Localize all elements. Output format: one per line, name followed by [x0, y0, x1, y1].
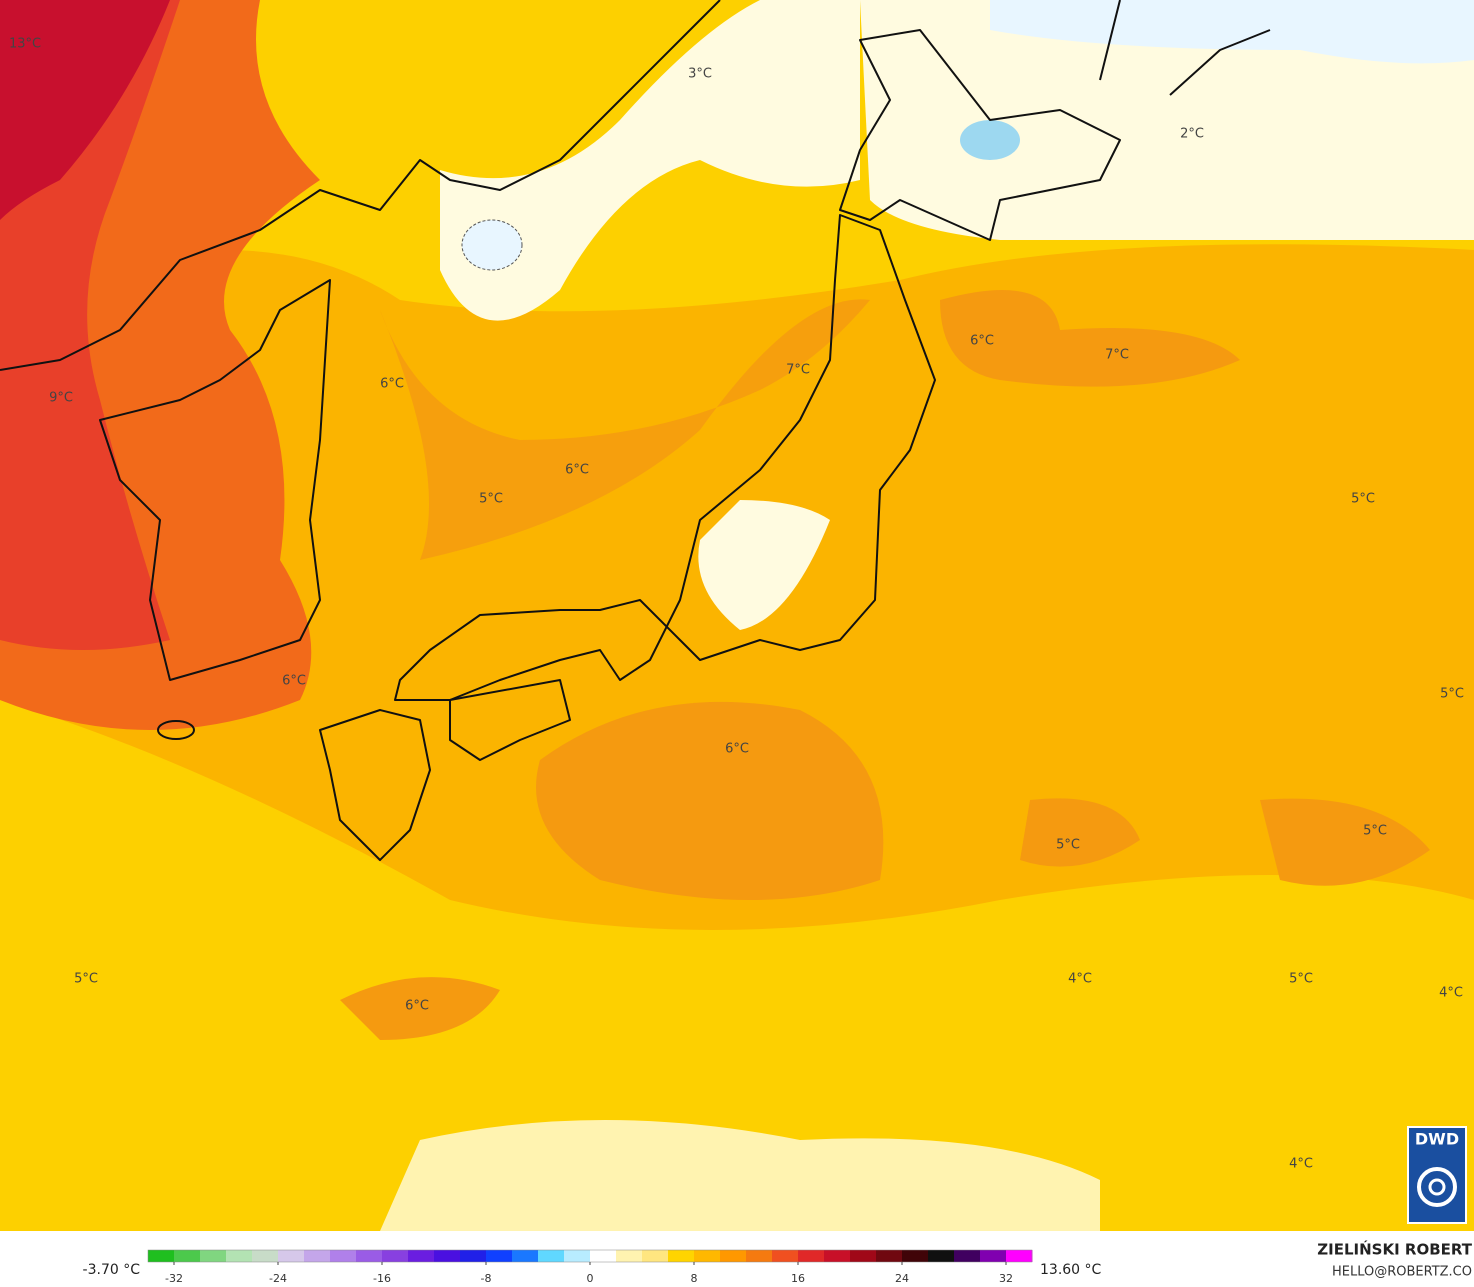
legend-min: -3.70 °C	[83, 1262, 141, 1278]
colorbar-swatch	[434, 1250, 461, 1262]
colorbar-swatch	[798, 1250, 825, 1262]
colorbar-swatch	[902, 1250, 929, 1262]
colorbar-swatch	[876, 1250, 903, 1262]
logo-text: DWD	[1415, 1130, 1459, 1149]
colorbar-tick-label: 8	[691, 1272, 698, 1285]
colorbar-swatch	[356, 1250, 383, 1262]
colorbar-swatch	[512, 1250, 539, 1262]
colorbar-swatch	[486, 1250, 513, 1262]
colorbar-tick-label: -8	[481, 1272, 492, 1285]
temp-label: 4°C	[1068, 972, 1092, 987]
colorbar-swatch	[590, 1250, 617, 1262]
colorbar-swatch	[850, 1250, 877, 1262]
temp-label: 4°C	[1289, 1157, 1313, 1172]
colorbar-swatch	[564, 1250, 591, 1262]
colorbar-swatch	[980, 1250, 1007, 1262]
temp-label: 7°C	[786, 363, 810, 378]
colorbar-swatch	[148, 1250, 175, 1262]
temp-label: 2°C	[1180, 127, 1204, 142]
colorbar-tick-label: 24	[895, 1272, 909, 1285]
temp-label: 5°C	[1289, 972, 1313, 987]
temp-label: 5°C	[1440, 687, 1464, 702]
temp-label: 6°C	[380, 377, 404, 392]
temp-label: 5°C	[1056, 838, 1080, 853]
colorbar-tick-label: -24	[269, 1272, 287, 1285]
colorbar-swatch	[694, 1250, 721, 1262]
temp-label: 6°C	[725, 742, 749, 757]
temp-label: 6°C	[405, 999, 429, 1014]
legend-max: 13.60 °C	[1040, 1262, 1102, 1278]
temp-label: 9°C	[49, 391, 73, 406]
colorbar-swatch	[174, 1250, 201, 1262]
temp-label: 13°C	[9, 37, 41, 52]
colorbar-tick-label: 0	[587, 1272, 594, 1285]
colorbar-swatch	[720, 1250, 747, 1262]
colorbar-swatch	[278, 1250, 305, 1262]
temp-label: 6°C	[565, 463, 589, 478]
temp-label: 5°C	[479, 492, 503, 507]
credit-author: ZIELIŃSKI ROBERT	[1317, 1240, 1472, 1259]
colorbar-swatch	[1006, 1250, 1033, 1262]
colorbar-swatch	[642, 1250, 669, 1262]
colorbar-swatch	[330, 1250, 357, 1262]
temp-label: 7°C	[1105, 348, 1129, 363]
colorbar-swatch	[772, 1250, 799, 1262]
colorbar-tick-label: -16	[373, 1272, 391, 1285]
temp-label: 5°C	[1351, 492, 1375, 507]
colorbar-swatch	[954, 1250, 981, 1262]
colorbar-tick-label: 32	[999, 1272, 1013, 1285]
colorbar-swatch	[928, 1250, 955, 1262]
colorbar-swatch	[408, 1250, 435, 1262]
temp-label: 6°C	[970, 334, 994, 349]
colorbar-swatch	[668, 1250, 695, 1262]
temp-label: 5°C	[74, 972, 98, 987]
colorbar-swatch	[382, 1250, 409, 1262]
logo: DWD	[1407, 1126, 1467, 1224]
colorbar-swatch	[304, 1250, 331, 1262]
temp-label: 3°C	[688, 67, 712, 82]
colorbar-swatch	[824, 1250, 851, 1262]
colorbar-swatch	[538, 1250, 565, 1262]
colorbar-swatch	[746, 1250, 773, 1262]
colorbar-swatch	[226, 1250, 253, 1262]
credit-email: HELLO@ROBERTZ.CO	[1332, 1265, 1472, 1280]
map: 13°C 3°C 2°C 6°C 7°C 7°C 6°C 9°C 6°C 5°C…	[0, 0, 1474, 1231]
colorbar-swatch	[252, 1250, 279, 1262]
colorbar-tick-label: 16	[791, 1272, 805, 1285]
colorbar-swatch	[616, 1250, 643, 1262]
temp-label: 5°C	[1363, 824, 1387, 839]
temp-label: 4°C	[1439, 986, 1463, 1001]
colorbar-swatch	[460, 1250, 487, 1262]
temp-label: 6°C	[282, 674, 306, 689]
colorbar-swatch	[200, 1250, 227, 1262]
colorbar-tick-label: -32	[165, 1272, 183, 1285]
